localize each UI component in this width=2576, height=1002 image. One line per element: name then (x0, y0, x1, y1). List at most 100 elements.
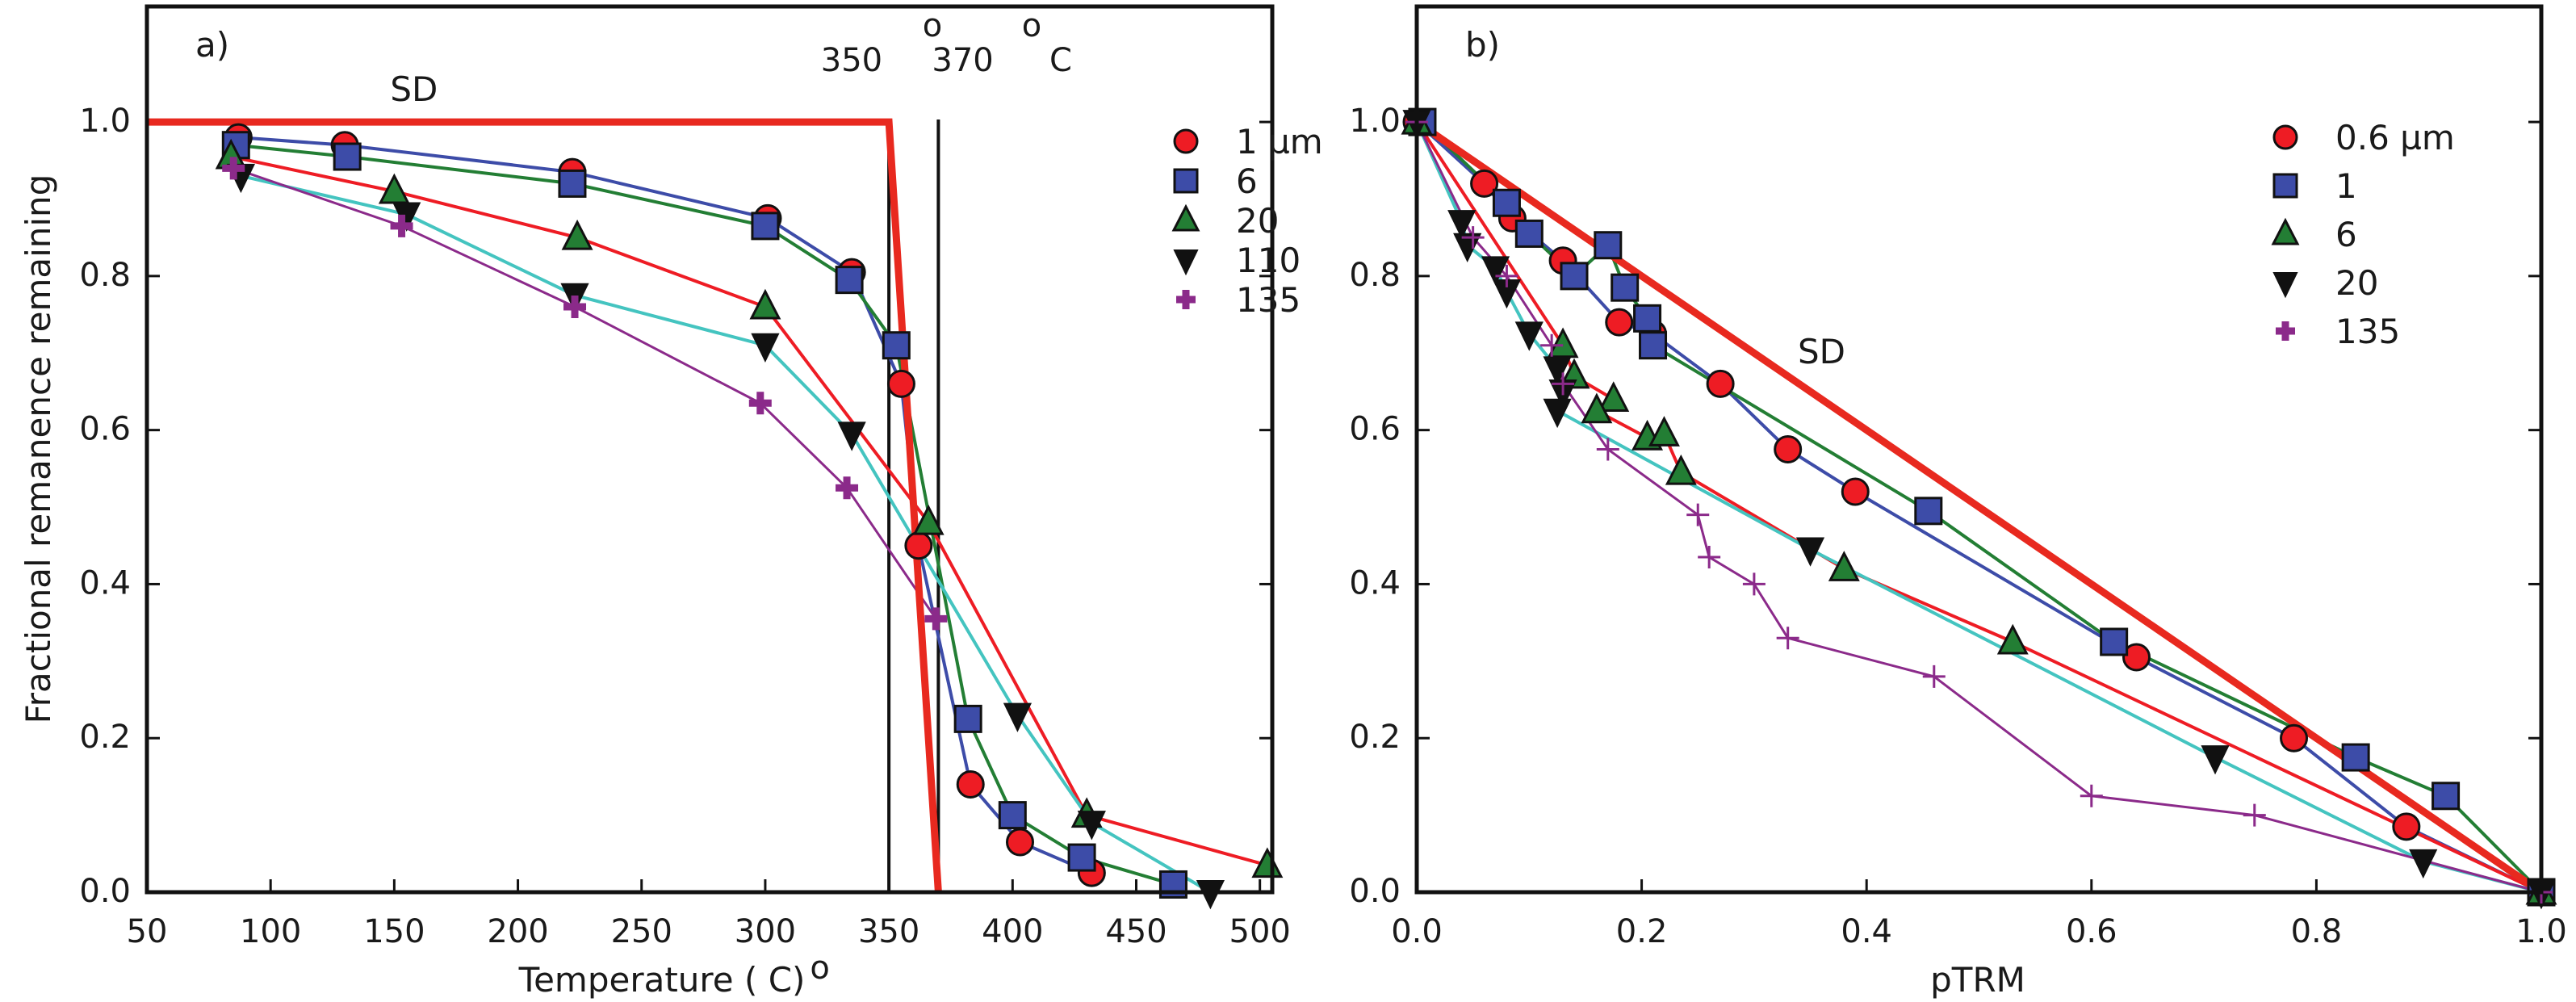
y-tick-label: 0.8 (79, 257, 131, 294)
y-tick-label: 0.2 (79, 719, 131, 756)
data-point-series-3 (1543, 356, 1572, 386)
temp-370-annotation: 370 (932, 42, 993, 79)
data-point-series-3 (1447, 210, 1476, 240)
x-tick-label: 0.2 (1616, 913, 1668, 950)
data-point-series-0 (886, 369, 915, 398)
legend-label-1: 1 (2335, 166, 2357, 206)
legend-label-4: 135 (2335, 312, 2400, 351)
data-point-series-3 (1481, 256, 1510, 286)
temp-350-annotation: 350 (821, 42, 882, 79)
data-point-series-0 (2122, 643, 2151, 672)
data-point-series-0 (2280, 723, 2309, 753)
legend-marker-1 (2272, 173, 2298, 199)
data-point-series-1 (1611, 273, 1640, 302)
data-point-series-4 (1686, 503, 1710, 526)
degree-annotation: o (1022, 7, 1041, 44)
data-point-series-1 (998, 801, 1027, 830)
legend-label-3: 110 (1236, 241, 1301, 280)
sd-annotation: SD (1798, 332, 1845, 371)
data-point-series-0 (1706, 369, 1735, 398)
data-point-series-4 (563, 296, 587, 319)
data-point-series-1 (1594, 231, 1623, 260)
data-point-series-1 (2431, 782, 2461, 811)
x-tick-label: 150 (363, 913, 425, 950)
data-point-series-1 (882, 331, 911, 360)
legend-label-2: 6 (2335, 215, 2357, 254)
degree-annotation: o (923, 7, 942, 44)
data-point-series-3 (2409, 849, 2438, 879)
data-point-series-2 (1598, 381, 1630, 412)
data-point-series-3 (1514, 321, 1544, 351)
y-axis-label: Fractional remanence remaining (19, 174, 58, 724)
axes-frame (1414, 4, 2544, 895)
x-axis-label: Temperature ( C) (518, 960, 806, 1000)
series-line-1 (236, 143, 1175, 887)
data-point-series-1 (1560, 262, 1589, 291)
data-point-series-2 (1665, 454, 1697, 485)
data-point-series-3 (1003, 702, 1032, 732)
data-point-series-1 (333, 142, 362, 171)
legend-marker-3 (1173, 249, 1199, 276)
legend-marker-1 (1173, 168, 1199, 194)
data-point-series-3 (1543, 398, 1572, 429)
data-point-series-0 (1841, 477, 1870, 506)
celsius-annotation: C (1049, 42, 1072, 79)
data-point-series-2 (1996, 623, 2029, 655)
data-point-series-4 (222, 157, 245, 180)
y-tick-label: 1.0 (79, 103, 131, 140)
data-point-series-2 (912, 504, 945, 535)
legend-marker-3 (2272, 272, 2298, 299)
data-point-series-2 (1581, 392, 1613, 424)
data-point-series-0 (1470, 169, 1499, 198)
y-tick-label: 0.0 (79, 873, 131, 910)
y-tick-label: 0.8 (1349, 257, 1401, 294)
legend-marker-0 (2272, 124, 2298, 150)
y-tick-label: 0.6 (1349, 411, 1401, 448)
legend-marker-4 (2276, 321, 2295, 341)
x-tick-label: 350 (858, 913, 919, 950)
axes-frame (145, 4, 1275, 895)
data-point-series-1 (1914, 497, 1943, 526)
legend-label-0: 1 µm (1236, 122, 1323, 161)
legend: 0.6 µm 1 6 20 135 (2271, 118, 2455, 351)
legend-marker-0 (1173, 128, 1199, 154)
data-point-series-4 (836, 476, 859, 500)
panel-a-temperature-plot: 50 100 150 200 250 300 350 400 450 500 0.0 0.2 0.4 0.… (19, 4, 1323, 1000)
data-point-series-1 (1639, 331, 1668, 360)
data-point-series-4 (1776, 627, 1799, 650)
data-point-series-1 (1067, 843, 1096, 872)
legend-label-0: 0.6 µm (2335, 118, 2455, 157)
data-point-series-4 (1922, 665, 1946, 688)
sd-line (1414, 119, 2544, 895)
legend-marker-2 (2271, 217, 2300, 245)
data-point-series-2 (749, 288, 781, 320)
legend-label-1: 6 (1236, 161, 1258, 201)
data-point-series-1 (953, 704, 982, 733)
data-point-series-3 (1795, 537, 1825, 567)
sd-line (147, 118, 942, 893)
y-tick-label: 0.4 (1349, 564, 1401, 602)
x-tick-label: 300 (735, 913, 796, 950)
data-point-series-4 (748, 392, 772, 415)
x-tick-label: 0.6 (2066, 913, 2117, 950)
x-tick-label: 400 (982, 913, 1043, 950)
data-point-series-2 (561, 219, 593, 250)
data-point-series-0 (904, 531, 933, 560)
data-point-series-0 (956, 769, 985, 799)
y-tick-label: 0.2 (1349, 719, 1401, 756)
legend-marker-2 (1171, 203, 1200, 232)
data-point-series-4 (1742, 572, 1766, 596)
x-tick-label: 0.4 (1841, 913, 1892, 950)
data-point-series-2 (1547, 327, 1579, 358)
data-point-series-4 (1552, 372, 1575, 396)
data-point-series-3 (2201, 745, 2230, 775)
panel-label: a) (195, 25, 229, 65)
sd-annotation: SD (390, 69, 438, 109)
data-point-series-3 (1077, 811, 1106, 841)
data-point-series-1 (1514, 219, 1544, 248)
data-point-series-3 (751, 333, 780, 363)
x-tick-label: 100 (240, 913, 301, 950)
x-tick-label: 250 (611, 913, 672, 950)
legend-label-2: 20 (1236, 201, 1279, 241)
